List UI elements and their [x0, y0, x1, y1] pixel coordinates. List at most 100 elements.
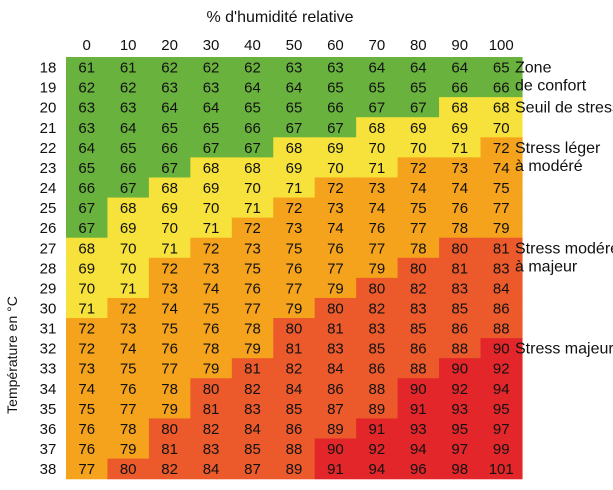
heatmap-cell [356, 197, 399, 219]
cell-value-label: 80 [369, 280, 386, 297]
heatmap-cell [314, 157, 357, 179]
heatmap-cell [314, 418, 357, 440]
cell-value-label: 90 [493, 341, 510, 358]
heatmap-cell [480, 117, 523, 138]
heatmap-cell [190, 438, 233, 460]
heatmap-cell [190, 458, 233, 480]
cell-value-label: 62 [203, 60, 220, 77]
heatmap-cell [190, 398, 233, 420]
cell-value-label: 68 [493, 100, 510, 117]
cell-value-label: 65 [244, 100, 261, 117]
heatmap-cell [190, 418, 233, 440]
cell-value-label: 80 [327, 301, 344, 318]
cell-value-label: 87 [244, 461, 261, 478]
cell-value-label: 70 [244, 180, 261, 197]
y-tick-label: 36 [40, 421, 57, 438]
cell-value-label: 90 [410, 381, 427, 398]
cell-value-label: 75 [203, 301, 220, 318]
cell-value-label: 82 [410, 280, 427, 297]
cell-value-label: 71 [286, 180, 303, 197]
cell-value-label: 70 [120, 260, 137, 277]
heatmap-cell [190, 197, 233, 219]
cell-value-label: 94 [493, 381, 510, 398]
heatmap-cell [480, 277, 523, 299]
y-tick-label: 21 [40, 120, 57, 137]
heatmap-cell [148, 398, 191, 420]
cell-value-label: 78 [410, 240, 427, 257]
cell-value-label: 86 [493, 301, 510, 318]
heatmap-cell [480, 157, 523, 179]
cell-value-label: 79 [286, 301, 303, 318]
cell-value-label: 95 [493, 401, 510, 418]
cell-value-label: 66 [493, 80, 510, 97]
heatmap-cell [397, 77, 440, 98]
cell-value-label: 75 [244, 260, 261, 277]
heatmap-cell [356, 97, 399, 118]
cell-value-label: 70 [493, 120, 510, 137]
cell-value-label: 97 [451, 441, 468, 458]
cell-value-label: 63 [78, 100, 95, 117]
cell-value-label: 79 [203, 361, 220, 378]
heatmap-cell [231, 338, 274, 359]
cell-value-label: 77 [78, 461, 95, 478]
cell-value-label: 74 [493, 160, 510, 177]
heatmap-cell [231, 77, 274, 98]
heatmap-cell [314, 177, 357, 199]
zone-label: Stress modéré [515, 240, 613, 257]
cell-value-label: 65 [161, 120, 178, 137]
zone-label: Zone [515, 60, 552, 77]
heatmap-cell [439, 297, 482, 319]
cell-value-label: 79 [120, 441, 137, 458]
cell-value-label: 72 [78, 341, 95, 358]
cell-value-label: 77 [369, 240, 386, 257]
heatmap-cell [190, 378, 233, 399]
heatmap-cell [397, 137, 440, 158]
cell-value-label: 81 [161, 441, 178, 458]
heatmap-cell [190, 97, 233, 118]
x-tick-label: 100 [489, 37, 514, 54]
heatmap-cell [273, 418, 316, 440]
cell-value-label: 75 [120, 361, 137, 378]
heatmap-cell [480, 197, 523, 219]
heatmap-cell [190, 77, 233, 98]
heatmap-cell [231, 418, 274, 440]
x-tick-label: 60 [327, 37, 344, 54]
heatmap-cell [439, 177, 482, 199]
cell-value-label: 62 [120, 80, 137, 97]
x-tick-label: 90 [451, 37, 468, 54]
heatmap-cell [148, 57, 191, 78]
cell-value-label: 64 [120, 120, 137, 137]
heatmap-cell [439, 338, 482, 359]
cell-value-label: 63 [161, 80, 178, 97]
heatmap-cell [480, 297, 523, 319]
heatmap-cell [397, 117, 440, 138]
heatmap-cell [314, 378, 357, 399]
cell-value-label: 88 [286, 441, 303, 458]
y-tick-label: 33 [40, 361, 57, 378]
heatmap-cell [231, 398, 274, 420]
heatmap-cell [107, 338, 150, 359]
cell-value-label: 71 [451, 140, 468, 157]
cell-value-label: 97 [493, 421, 510, 438]
cell-value-label: 92 [493, 361, 510, 378]
heatmap-cell [480, 318, 523, 339]
cell-value-label: 85 [410, 321, 427, 338]
heatmap-cell [480, 338, 523, 359]
heatmap-cell [439, 237, 482, 259]
heatmap-cell [480, 237, 523, 259]
heatmap-cell [107, 177, 150, 199]
heatmap-cell [397, 398, 440, 420]
cell-value-label: 74 [78, 381, 95, 398]
heatmap-cell [480, 398, 523, 420]
heatmap-cell [190, 237, 233, 259]
cell-value-label: 65 [203, 120, 220, 137]
heatmap-cell [397, 318, 440, 339]
heatmap-cell [107, 77, 150, 98]
cell-value-label: 78 [161, 381, 178, 398]
heatmap-cell [356, 77, 399, 98]
heatmap-cell [66, 257, 109, 279]
x-axis-title: % d'humidité relative [206, 9, 353, 26]
heatmap-cell [148, 338, 191, 359]
cell-value-label: 77 [410, 220, 427, 237]
cell-value-label: 64 [451, 60, 468, 77]
